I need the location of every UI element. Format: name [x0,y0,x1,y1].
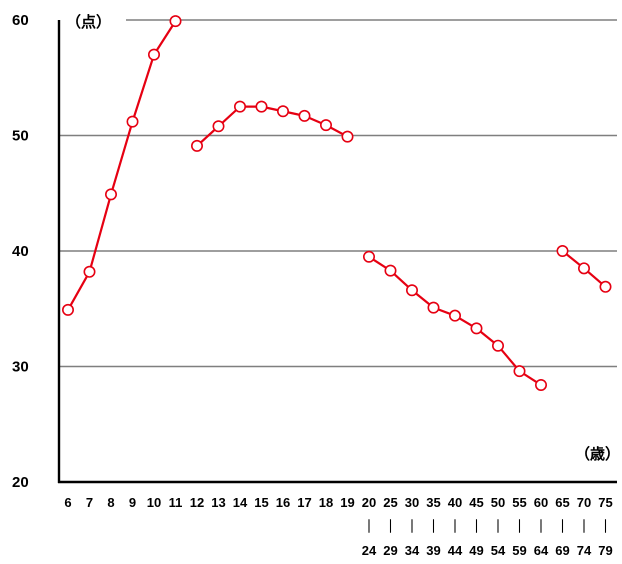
x-tick-label-end: 79 [598,543,612,558]
x-tick-range-mark: ｜ [405,519,418,534]
x-tick-label-end: 49 [469,543,483,558]
x-tick-label-end: 59 [512,543,526,558]
data-point [341,130,354,143]
x-tick-label: 6 [64,495,71,510]
y-tick-label: 50 [12,128,29,145]
data-point [298,109,311,122]
x-tick-range-mark: ｜ [470,519,483,534]
data-point [61,303,74,316]
y-tick-label: 40 [12,243,29,260]
data-point [513,365,526,378]
x-tick-label: 35 [426,495,440,510]
x-tick-label-end: 69 [555,543,569,558]
x-tick-range-mark: ｜ [427,519,440,534]
x-tick-label-end: 44 [448,543,463,558]
x-tick-label-end: 34 [405,543,420,558]
gridlines [59,19,617,368]
x-tick-label-end: 29 [383,543,397,558]
x-tick-range-mark: ｜ [577,519,590,534]
x-tick-label: 8 [107,495,114,510]
axes [57,20,617,484]
x-tick-label: 14 [233,495,248,510]
x-tick-label: 19 [340,495,354,510]
x-tick-range-mark: ｜ [534,519,547,534]
x-tick-label: 9 [129,495,136,510]
x-tick-label: 40 [448,495,462,510]
x-tick-label: 13 [211,495,225,510]
y-tick-label: 60 [12,12,29,29]
x-tick-label: 55 [512,495,526,510]
data-point [212,120,225,133]
y-tick-labels: 20 30 40 50 60 [12,12,29,491]
x-tick-label: 18 [319,495,333,510]
x-tick-label: 25 [383,495,397,510]
x-tick-label: 10 [147,495,161,510]
data-point [556,245,569,258]
data-point [599,280,612,293]
y-tick-label: 30 [12,359,29,376]
data-point [470,322,483,335]
x-tick-range-mark: ｜ [448,519,461,534]
data-point [384,264,397,277]
data-point [126,115,139,128]
y-axis-unit-label: （点） [66,13,111,31]
data-point [405,284,418,297]
data-point [105,188,118,201]
data-point [534,378,547,391]
data-point [148,48,161,61]
x-tick-label: 45 [469,495,483,510]
data-point [169,15,182,28]
x-tick-label: 50 [491,495,505,510]
data-point [319,119,332,132]
x-tick-label-end: 39 [426,543,440,558]
x-tick-range-mark: ｜ [491,519,504,534]
x-tick-label: 11 [169,495,183,510]
data-point [427,301,440,314]
data-point [191,139,204,152]
x-tick-label: 20 [362,495,376,510]
x-tick-label-end: 24 [362,543,377,558]
x-tick-label-end: 64 [534,543,549,558]
x-tick-label: 12 [190,495,204,510]
data-point [491,339,504,352]
x-tick-label: 65 [555,495,569,510]
data-point [234,100,247,113]
x-tick-label: 7 [86,495,93,510]
data-point [577,262,590,275]
x-tick-label: 17 [297,495,311,510]
data-point [362,250,375,263]
series-line-segment-1 [67,20,177,311]
x-tick-range-mark: ｜ [513,519,526,534]
x-tick-range-mark: ｜ [384,519,397,534]
x-tick-label: 70 [577,495,591,510]
x-tick-labels: 6 7 8 9 10 11 12 13 14 15 16 17 18 19 20 ｜ 24 25 ｜ 29 30 ｜ 34 3… [64,495,612,558]
x-tick-label: 15 [254,495,268,510]
x-tick-label: 16 [276,495,290,510]
x-tick-label-end: 74 [577,543,592,558]
series-age-score [61,15,612,391]
x-tick-range-mark: ｜ [556,519,569,534]
data-point [83,265,96,278]
x-tick-range-mark: ｜ [599,519,612,534]
x-axis-unit-label: （歳） [575,445,620,463]
x-tick-label: 75 [598,495,612,510]
x-tick-label: 30 [405,495,419,510]
data-point [276,105,289,118]
data-point [255,100,268,113]
data-point [448,309,461,322]
x-tick-label: 60 [534,495,548,510]
x-tick-range-mark: ｜ [362,519,375,534]
y-tick-label: 20 [12,474,29,491]
x-tick-label-end: 54 [491,543,506,558]
